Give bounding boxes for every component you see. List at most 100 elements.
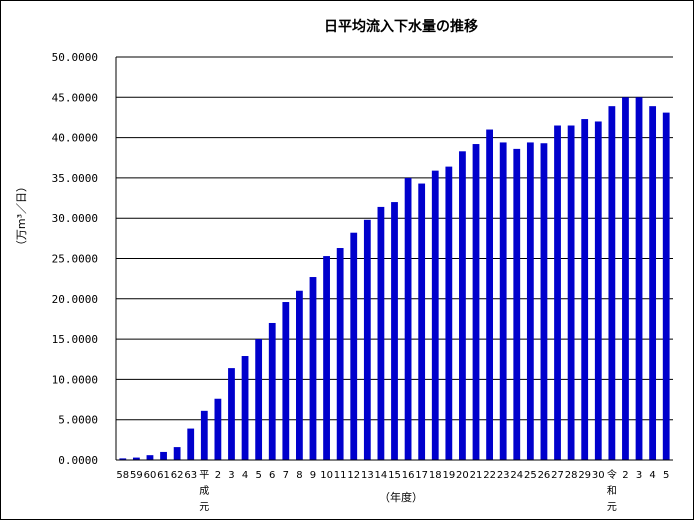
bars: [119, 97, 670, 461]
x-tick-label: 27: [551, 470, 564, 481]
x-tick-label: 30: [592, 470, 605, 481]
x-tick-label: 2: [215, 470, 221, 481]
bar: [581, 119, 589, 460]
bar: [173, 447, 181, 460]
x-tick-label: 14: [375, 470, 388, 481]
bar: [486, 129, 493, 461]
bar: [594, 121, 602, 460]
x-tick-label: 61: [157, 470, 170, 481]
x-tick-label: 20: [456, 470, 469, 481]
x-tick-label: 3: [636, 470, 642, 481]
x-tick-label: 12: [347, 470, 360, 481]
bar: [662, 112, 670, 460]
y-tick-label: 45.0000: [52, 91, 98, 104]
bar: [323, 256, 330, 460]
bar: [187, 428, 195, 460]
bar: [200, 410, 208, 460]
bar: [567, 125, 575, 460]
x-tick-label: 62: [171, 470, 184, 481]
x-tick-label: 10: [320, 470, 333, 481]
x-tick-label: 2: [622, 470, 628, 481]
bar: [472, 144, 480, 460]
bar: [391, 202, 398, 460]
x-tick-label: 60: [144, 470, 157, 481]
bar: [377, 206, 385, 460]
x-tick-label: 3: [228, 470, 234, 481]
y-tick-label: 30.0000: [52, 212, 98, 225]
x-tick-label: 23: [497, 470, 510, 481]
bar: [540, 143, 548, 460]
x-tick-label: 29: [578, 470, 591, 481]
x-tick-label: 16: [402, 470, 415, 481]
x-tick-label: 8: [296, 470, 302, 481]
bar: [228, 368, 235, 460]
x-tick-label: 令和元: [607, 468, 617, 513]
x-tick-label: 11: [334, 470, 347, 481]
bar: [499, 142, 507, 460]
x-tick-label: 59: [130, 470, 143, 481]
bar: [160, 451, 167, 460]
x-tick-label: 5: [255, 470, 261, 481]
x-tick-label: 4: [649, 470, 655, 481]
x-tick-label: 28: [565, 470, 578, 481]
bar: [132, 457, 140, 460]
bar: [146, 455, 154, 460]
y-tick-label: 50.0000: [52, 51, 98, 64]
x-tick-label: 18: [429, 470, 442, 481]
bar: [119, 458, 127, 460]
x-tick-label: 7: [283, 470, 289, 481]
bar: [622, 97, 629, 461]
y-tick-label: 10.0000: [52, 373, 98, 386]
y-tick-label: 0.0000: [58, 454, 98, 467]
bar: [363, 219, 371, 460]
bar: [404, 177, 412, 460]
bar: [608, 106, 616, 460]
bar: [214, 398, 222, 460]
bar: [431, 170, 439, 460]
x-tick-label: 22: [483, 470, 496, 481]
x-tick-label: 13: [361, 470, 374, 481]
x-tick-label: 25: [524, 470, 537, 481]
y-tick-label: 5.0000: [58, 414, 98, 427]
x-tick-label: 19: [442, 470, 455, 481]
x-tick-label: 24: [510, 470, 523, 481]
bar: [296, 290, 303, 460]
y-tick-label: 25.0000: [52, 253, 98, 266]
y-tick-label: 20.0000: [52, 293, 98, 306]
x-tick-label: 15: [388, 470, 401, 481]
x-tick-label: 平成元: [199, 470, 209, 513]
bar: [309, 277, 317, 460]
bar: [513, 148, 521, 460]
bar: [255, 339, 263, 460]
x-tick-label: 9: [310, 470, 316, 481]
x-tick-label: 6: [269, 470, 275, 481]
y-tick-label: 40.0000: [52, 132, 98, 145]
x-tick-label: 26: [538, 470, 551, 481]
bar: [282, 302, 290, 460]
y-tick-labels: 0.0000 5.0000 10.0000 15.0000 20.0000 25.0000…: [52, 51, 98, 467]
y-tick-label: 15.0000: [52, 333, 98, 346]
bar: [554, 125, 561, 460]
chart-title: 日平均流入下水量の推移: [324, 18, 478, 35]
bar: [336, 248, 344, 460]
x-tick-label: 4: [242, 470, 248, 481]
x-tick-label: 58: [116, 470, 129, 481]
bar: [445, 166, 453, 460]
x-tick-label: 63: [184, 470, 197, 481]
x-axis-label: （年度）: [379, 490, 423, 504]
bar: [418, 183, 426, 461]
bar: [350, 232, 358, 460]
bar: [459, 151, 466, 460]
x-tick-label: 5: [663, 470, 669, 481]
y-tick-label: 35.0000: [52, 172, 98, 185]
bar: [268, 322, 276, 460]
x-tick-label: 21: [470, 470, 483, 481]
bar: [241, 356, 249, 460]
y-axis-label: （万m³／日）: [15, 181, 28, 251]
bar: [635, 97, 643, 461]
bar: [526, 142, 534, 460]
x-tick-label: 17: [415, 470, 428, 481]
